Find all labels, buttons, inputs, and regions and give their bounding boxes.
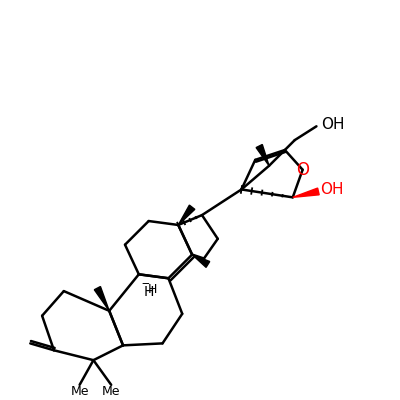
Polygon shape	[192, 254, 210, 267]
Polygon shape	[94, 286, 109, 311]
Text: OH: OH	[320, 182, 344, 197]
Polygon shape	[256, 144, 269, 166]
Text: Me: Me	[102, 385, 120, 398]
Text: OH: OH	[321, 117, 345, 132]
Text: O: O	[296, 161, 309, 179]
Polygon shape	[293, 188, 319, 197]
Text: Me: Me	[70, 385, 89, 398]
Text: ̅H: ̅H	[148, 283, 157, 296]
Polygon shape	[178, 205, 195, 225]
Text: H: H	[144, 285, 154, 299]
